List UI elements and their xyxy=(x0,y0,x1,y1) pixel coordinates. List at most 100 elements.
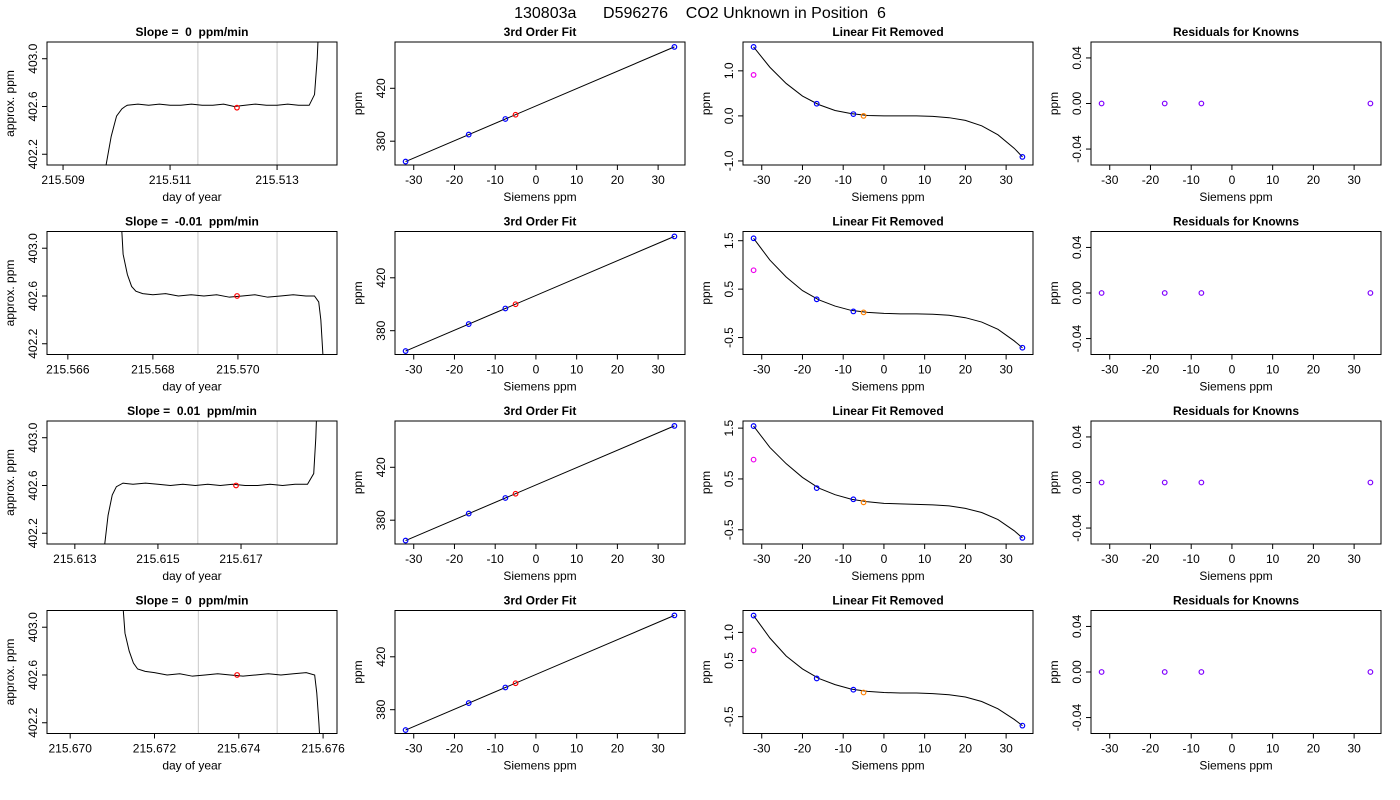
data-point xyxy=(1019,344,1026,351)
x-tick-label: 20 xyxy=(611,552,625,566)
y-tick-label: 403.0 xyxy=(26,233,40,263)
data-point xyxy=(465,131,472,138)
x-tick-label: 30 xyxy=(1347,742,1361,756)
y-tick-label: 420 xyxy=(374,267,388,287)
x-tick-label: 215.513 xyxy=(255,173,299,187)
x-tick-label: 30 xyxy=(1347,173,1361,187)
y-axis-label: ppm xyxy=(351,471,365,494)
data-point xyxy=(750,612,757,619)
panel: Linear Fit Removed Siemens ppm ppm -30 -20 -1… xyxy=(699,594,1034,773)
x-axis-label: Siemens ppm xyxy=(851,380,924,394)
x-tick-label: -20 xyxy=(1142,742,1160,756)
x-tick-label: 20 xyxy=(959,173,973,187)
x-tick-label: -10 xyxy=(487,363,505,377)
x-tick-label: 30 xyxy=(651,552,665,566)
panel-title: 3rd Order Fit xyxy=(504,404,577,418)
x-tick-label: -20 xyxy=(446,173,464,187)
x-tick-label: -20 xyxy=(1142,173,1160,187)
data-point xyxy=(850,686,857,693)
panel: Residuals for Knowns Siemens ppm ppm -30 -20… xyxy=(1047,215,1382,394)
plot-frame xyxy=(394,610,686,734)
x-tick-label: -30 xyxy=(405,173,423,187)
panel: 3rd Order Fit Siemens ppm ppm -30 -20 -10 0 10 2… xyxy=(351,215,686,394)
y-tick-label: -1.0 xyxy=(722,150,736,171)
y-tick-label: -0.04 xyxy=(1070,325,1084,353)
y-tick-label: 420 xyxy=(374,457,388,477)
y-axis-label: ppm xyxy=(699,471,713,494)
data-point xyxy=(860,689,867,696)
x-tick-label: -10 xyxy=(487,552,505,566)
data-point xyxy=(512,680,519,687)
y-tick-label: 0.04 xyxy=(1070,46,1084,70)
x-tick-label: 30 xyxy=(999,363,1013,377)
x-axis-label: Siemens ppm xyxy=(503,190,576,204)
y-axis-label: ppm xyxy=(699,92,713,115)
y-axis-label: ppm xyxy=(351,281,365,304)
y-tick-label: -0.04 xyxy=(1070,704,1084,732)
x-tick-label: 10 xyxy=(1266,742,1280,756)
x-axis-label: day of year xyxy=(162,759,221,773)
y-tick-label: 0.00 xyxy=(1070,281,1084,305)
x-tick-label: -10 xyxy=(835,173,853,187)
y-tick-label: 0.5 xyxy=(722,470,736,487)
data-line xyxy=(105,42,319,165)
x-tick-label: 20 xyxy=(959,363,973,377)
y-tick-label: 402.2 xyxy=(26,707,40,737)
x-tick-label: 10 xyxy=(918,363,932,377)
x-tick-label: 0 xyxy=(1229,173,1236,187)
data-point xyxy=(750,44,757,50)
data-point xyxy=(1198,100,1205,107)
x-tick-label: -20 xyxy=(446,552,464,566)
data-point xyxy=(1098,290,1105,296)
data-line xyxy=(405,425,675,542)
x-tick-label: 10 xyxy=(1266,552,1280,566)
x-tick-label: 0 xyxy=(1229,552,1236,566)
data-point xyxy=(502,495,509,501)
data-point xyxy=(502,305,509,312)
panel-title: 3rd Order Fit xyxy=(504,25,577,39)
data-line xyxy=(753,46,1023,158)
panel-title: Slope = 0.01 ppm/min xyxy=(127,404,257,418)
data-point xyxy=(850,111,857,117)
data-point xyxy=(502,684,509,691)
x-tick-label: 10 xyxy=(570,742,584,756)
x-tick-label: 10 xyxy=(1266,173,1280,187)
panel-title: 3rd Order Fit xyxy=(504,215,577,229)
x-tick-label: -20 xyxy=(446,363,464,377)
y-axis-label: ppm xyxy=(1047,92,1061,115)
y-tick-label: -0.5 xyxy=(722,706,736,727)
y-axis-label: approx. ppm xyxy=(3,70,17,137)
x-tick-label: 215.615 xyxy=(136,552,180,566)
plot-area xyxy=(402,422,678,544)
plot-frame xyxy=(46,231,338,355)
data-point xyxy=(1367,290,1374,296)
x-axis-label: Siemens ppm xyxy=(851,190,924,204)
x-tick-label: -30 xyxy=(405,742,423,756)
x-axis-label: Siemens ppm xyxy=(503,569,576,583)
data-point xyxy=(850,308,857,315)
y-tick-label: 1.5 xyxy=(722,419,736,436)
x-tick-label: 0 xyxy=(533,552,540,566)
data-point xyxy=(750,267,757,274)
panel: Linear Fit Removed Siemens ppm ppm -30 -20 -1… xyxy=(699,215,1034,394)
plot-frame xyxy=(742,420,1034,545)
panel-title: Residuals for Knowns xyxy=(1173,594,1299,608)
data-point xyxy=(750,456,757,463)
plot-area xyxy=(402,43,678,165)
plot-frame xyxy=(742,610,1034,734)
x-tick-label: 20 xyxy=(1307,363,1321,377)
y-axis-label: ppm xyxy=(351,660,365,683)
data-point xyxy=(512,301,519,308)
x-tick-label: 215.672 xyxy=(133,742,177,756)
data-point xyxy=(1161,100,1168,107)
plot-frame xyxy=(46,420,338,545)
x-tick-label: 10 xyxy=(570,173,584,187)
data-line xyxy=(405,614,675,731)
panel-title: Slope = 0 ppm/min xyxy=(135,25,248,39)
data-point xyxy=(671,233,678,240)
x-axis-label: day of year xyxy=(162,380,221,394)
panel: 3rd Order Fit Siemens ppm ppm -30 -20 -10 0 10 2… xyxy=(351,25,686,204)
data-point xyxy=(750,235,757,242)
plot-frame xyxy=(1090,610,1382,734)
